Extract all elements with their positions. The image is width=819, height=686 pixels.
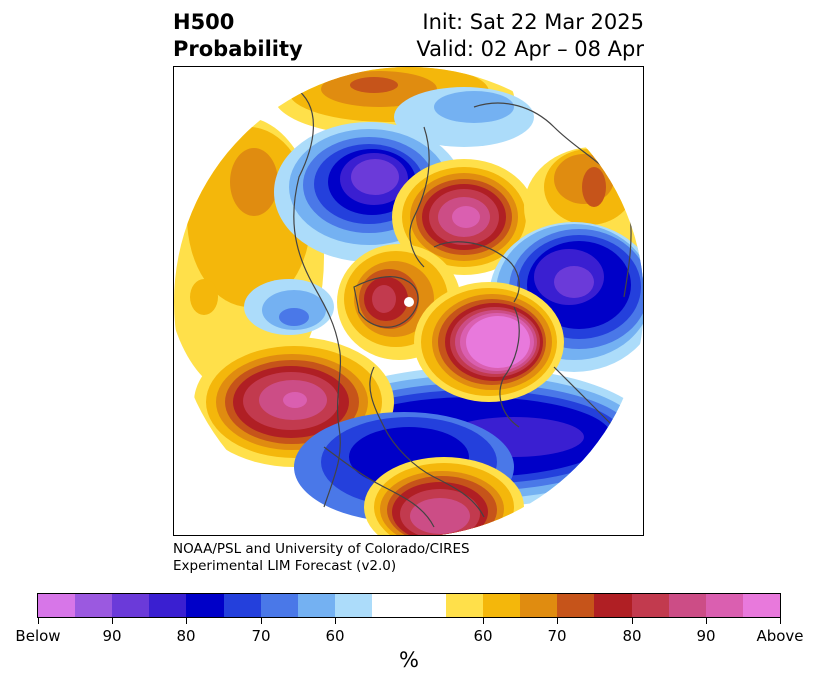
probability-map xyxy=(173,66,644,536)
colorbar-tick-label: 60 xyxy=(325,627,345,645)
colorbar-swatch xyxy=(668,594,706,617)
colorbar-tick-label: 70 xyxy=(251,627,271,645)
colorbar-swatch xyxy=(520,594,558,617)
colorbar-tick-label: Below xyxy=(15,627,61,645)
colorbar-tick xyxy=(261,618,262,624)
colorbar-tick xyxy=(557,618,558,624)
colorbar-tick xyxy=(335,618,336,624)
colorbar-tick-label: 90 xyxy=(696,627,716,645)
colorbar-swatch xyxy=(742,594,780,617)
map-canvas xyxy=(174,67,643,535)
colorbar-swatch xyxy=(260,594,298,617)
colorbar-tick xyxy=(483,618,484,624)
colorbar-tick-label: 70 xyxy=(547,627,567,645)
colorbar-swatch xyxy=(38,594,76,617)
valid-range: Valid: 02 Apr – 08 Apr xyxy=(416,37,644,61)
colorbar-tick-label: 60 xyxy=(473,627,493,645)
colorbar-tick-label: 80 xyxy=(176,627,196,645)
colorbar-swatch xyxy=(149,594,187,617)
colorbar-tick xyxy=(632,618,633,624)
colorbar-swatch xyxy=(223,594,261,617)
credit-line-2: Experimental LIM Forecast (v2.0) xyxy=(173,558,397,574)
colorbar-swatch xyxy=(705,594,743,617)
colorbar-swatch xyxy=(297,594,335,617)
colorbar xyxy=(37,593,781,618)
credit-line-1: NOAA/PSL and University of Colorado/CIRE… xyxy=(173,541,470,557)
colorbar-tick xyxy=(112,618,113,624)
colorbar-unit: % xyxy=(399,648,419,672)
anomaly-below-west xyxy=(244,279,334,335)
colorbar-swatch xyxy=(483,594,521,617)
colorbar-tick xyxy=(780,618,781,624)
colorbar-swatch xyxy=(334,594,372,617)
colorbar-swatch xyxy=(371,594,446,617)
colorbar-swatch xyxy=(186,594,224,617)
colorbar-tick xyxy=(38,618,39,624)
init-date: Init: Sat 22 Mar 2025 xyxy=(422,10,644,34)
colorbar-swatch xyxy=(557,594,595,617)
title-field: Probability xyxy=(173,37,303,61)
colorbar-tick-label: 90 xyxy=(102,627,122,645)
colorbar-swatch xyxy=(594,594,632,617)
anomaly-above-central-asia xyxy=(392,159,536,275)
title-variable: H500 xyxy=(173,10,235,34)
colorbar-tick-label: 80 xyxy=(622,627,642,645)
colorbar-swatch xyxy=(631,594,669,617)
colorbar-tick-label: Above xyxy=(756,627,804,645)
colorbar-swatch xyxy=(445,594,484,617)
colorbar-swatch xyxy=(112,594,150,617)
colorbar-swatch xyxy=(75,594,113,617)
colorbar-tick xyxy=(186,618,187,624)
colorbar-tick xyxy=(706,618,707,624)
anomaly-above-europe xyxy=(414,282,564,402)
